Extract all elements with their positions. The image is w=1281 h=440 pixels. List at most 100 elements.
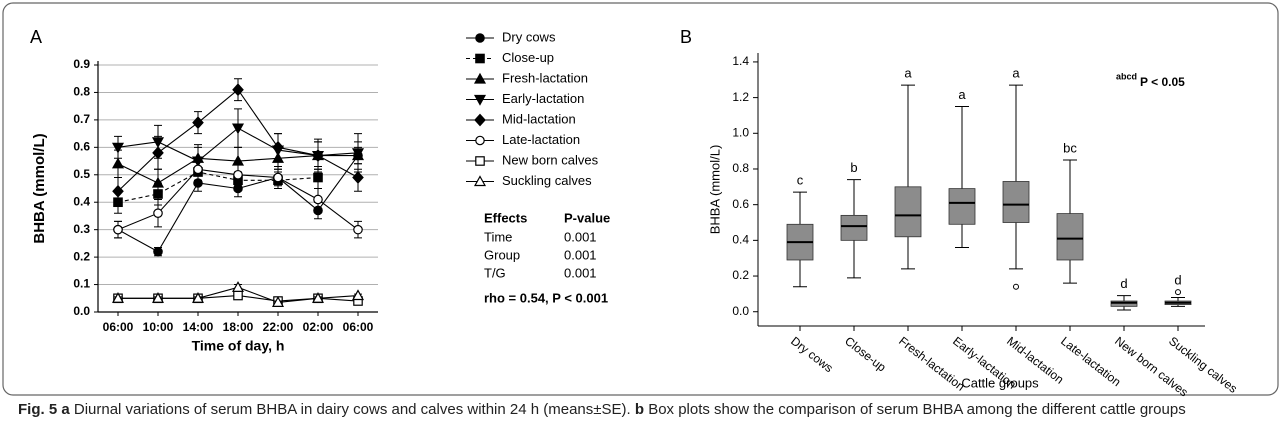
y-axis-label: BHBA (mmol/L) (31, 133, 48, 243)
y-tick-label: 0.4 (732, 233, 749, 247)
x-tick-label: Close-up (842, 334, 889, 375)
point (111, 157, 125, 169)
point (233, 290, 243, 301)
whisker-low (793, 259, 807, 288)
legend-label: Close-up (502, 50, 554, 65)
whisker-high (847, 179, 861, 216)
stats-header: Effects (484, 210, 527, 225)
legend-marker (473, 94, 487, 106)
point (272, 140, 284, 154)
whisker-low (1063, 259, 1077, 284)
point (351, 148, 365, 160)
point (273, 172, 283, 183)
point (232, 83, 244, 97)
stats-cell: T/G (484, 265, 506, 280)
point (111, 292, 125, 303)
stats-cell: 0.001 (564, 229, 597, 244)
point (191, 292, 205, 303)
point (231, 281, 245, 292)
legend-label: Early-lactation (502, 91, 584, 106)
point (311, 292, 325, 303)
stats-cell: Group (484, 247, 520, 262)
stats-note: rho = 0.54, P < 0.001 (484, 290, 608, 305)
y-tick-label: 0.3 (73, 222, 90, 236)
y-tick-label: 0.6 (73, 140, 90, 154)
group-letter: bc (1063, 140, 1077, 155)
x-tick-label: 10:00 (143, 320, 174, 334)
point (151, 292, 165, 303)
point (111, 142, 125, 154)
whisker-high (955, 106, 969, 189)
legend-label: Fresh-lactation (502, 70, 588, 85)
whisker-high (1009, 84, 1023, 182)
y-tick-label: 1.2 (732, 90, 749, 104)
y-axis-label: BHBA (mmol/L) (707, 145, 722, 235)
point (231, 123, 245, 135)
panel-label: B (680, 27, 692, 47)
point (353, 224, 363, 235)
x-tick-label: 14:00 (183, 320, 214, 334)
caption-b-text: Box plots show the comparison of serum B… (648, 401, 1186, 418)
whisker-low (1117, 306, 1131, 311)
panel-label: A (30, 27, 42, 47)
point (153, 246, 163, 257)
figure: A 0.0 0.1 0.2 0.3 0.4 0.5 0.6 0.7 0.8 0.9 06:00 10:0… (2, 2, 1279, 398)
note-sup: abcd (1116, 71, 1137, 81)
legend-marker (475, 135, 485, 146)
caption-a-text: Diurnal variations of serum BHBA in dair… (73, 401, 631, 418)
point (313, 194, 323, 205)
note: P < 0.05 (1140, 75, 1185, 89)
y-tick-label: 0.7 (73, 112, 90, 126)
whisker-low (1009, 222, 1023, 270)
group-letter: d (1120, 276, 1127, 291)
legend-marker (473, 72, 487, 84)
legend-label: Mid-lactation (502, 111, 576, 126)
whisker-low (847, 240, 861, 279)
point (152, 146, 164, 160)
y-tick-label: 0.5 (73, 167, 90, 181)
caption-b-label: b (634, 401, 645, 418)
point (151, 176, 165, 188)
legend-marker (475, 53, 485, 64)
point (313, 172, 323, 183)
point (193, 164, 203, 175)
x-tick-label: 22:00 (263, 320, 294, 334)
point (192, 116, 204, 130)
y-tick-label: 0.1 (73, 277, 90, 291)
caption: Fig. 5 a Diurnal variations of serum BHB… (18, 399, 1266, 420)
x-tick-label: 06:00 (103, 320, 134, 334)
series-line (117, 171, 319, 203)
x-axis-label: Cattle groups (961, 375, 1039, 390)
group-letter: a (904, 66, 912, 81)
whisker-high (1063, 159, 1077, 214)
point (271, 296, 285, 307)
whisker-high (901, 84, 915, 187)
y-tick-label: 0.0 (73, 304, 90, 318)
y-tick-label: 0.2 (732, 268, 749, 282)
point (233, 169, 243, 180)
group-letter: c (797, 173, 804, 188)
y-tick-label: 1.4 (732, 54, 749, 68)
point (113, 224, 123, 235)
legend-label: Late-lactation (502, 132, 580, 147)
x-tick-label: 06:00 (343, 320, 374, 334)
group-letter: a (958, 87, 966, 102)
y-tick-label: 0.2 (73, 249, 90, 263)
x-tick-label: Dry cows (788, 334, 836, 375)
outlier (1013, 283, 1019, 290)
legend-marker (473, 175, 487, 187)
outlier (1175, 289, 1181, 296)
stats-cell: 0.001 (564, 265, 597, 280)
legend-label: Suckling calves (502, 173, 592, 188)
y-tick-label: 0.8 (73, 85, 90, 99)
group-letter: a (1012, 66, 1020, 81)
box (840, 214, 868, 241)
legend-label: New born calves (502, 152, 599, 167)
box (1002, 181, 1030, 223)
stats-header: P-value (564, 210, 610, 225)
group-letter: d (1174, 273, 1181, 288)
point (352, 171, 364, 184)
y-tick-label: 0.9 (73, 57, 90, 71)
caption-label: Fig. 5 (18, 401, 58, 418)
